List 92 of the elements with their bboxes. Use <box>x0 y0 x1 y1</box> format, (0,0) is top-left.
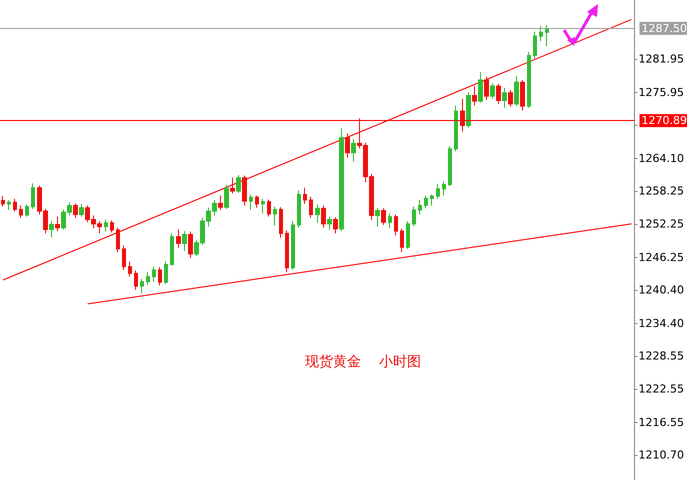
candlestick <box>321 205 326 228</box>
candlestick <box>104 218 108 232</box>
candlestick <box>140 278 144 294</box>
candlestick <box>466 92 471 128</box>
candlestick <box>545 24 549 47</box>
candlestick <box>73 202 78 218</box>
y-tick-label: 1222.55 <box>638 382 684 396</box>
candlestick <box>418 200 422 215</box>
candlestick <box>502 87 507 108</box>
candlestick <box>267 198 271 218</box>
ref-line-label: 1287.50 <box>642 22 687 35</box>
candlestick <box>448 146 452 187</box>
candlestick <box>496 83 501 104</box>
candlestick <box>134 270 138 290</box>
candlestick <box>533 31 537 60</box>
text: 现货黄金 小时图 <box>305 354 421 370</box>
candlestick <box>255 195 259 208</box>
candlestick <box>285 230 289 273</box>
candlestick <box>315 204 320 224</box>
candlestick <box>55 216 60 232</box>
candlestick <box>31 182 35 210</box>
candlestick <box>128 261 132 278</box>
candlestick <box>309 196 313 218</box>
y-tick-label: 1258.25 <box>638 184 684 198</box>
candlestick <box>25 204 29 218</box>
candlestick <box>388 212 392 229</box>
candlestick <box>400 228 404 253</box>
y-tick-label: 1264.10 <box>638 152 684 165</box>
candlestick <box>351 138 356 162</box>
candlestick <box>7 200 11 210</box>
candlestick <box>176 228 181 248</box>
candlestick <box>297 190 301 228</box>
candlestick <box>472 86 477 106</box>
candlestick <box>327 216 332 230</box>
candlestick <box>110 220 114 233</box>
y-tick-label: 1246.25 <box>638 251 684 264</box>
candlestick <box>339 128 344 232</box>
candlestick <box>460 98 465 132</box>
candlestick <box>375 207 380 228</box>
candlestick <box>412 206 416 227</box>
candlestick <box>164 261 168 284</box>
candlestick <box>454 105 458 152</box>
candlestick <box>490 82 495 100</box>
candlestick <box>79 203 84 218</box>
candlestick <box>430 194 434 206</box>
candlestick <box>333 216 338 234</box>
candlestick <box>484 76 489 100</box>
y-tick-label: 1275.95 <box>638 86 684 99</box>
candlestick <box>188 231 193 258</box>
candlestick <box>242 175 247 206</box>
candlestick <box>19 205 23 218</box>
candlestick <box>236 174 241 194</box>
candlestick <box>520 80 525 112</box>
candlestick <box>152 266 156 282</box>
candlestick <box>249 194 253 210</box>
candlestick <box>539 26 543 42</box>
candlestick <box>230 177 235 194</box>
candlestick <box>116 227 120 253</box>
candlestick <box>273 206 277 226</box>
candlestick <box>122 245 126 270</box>
candlestick <box>146 272 150 285</box>
candlestick <box>49 220 54 238</box>
y-tick-label: 1216.55 <box>638 416 684 429</box>
candlestick <box>279 206 283 238</box>
y-tick-label: 1252.25 <box>638 218 684 231</box>
y-tick-label: 1240.40 <box>638 284 684 296</box>
candlestick <box>406 220 410 250</box>
y-tick-label: 1210.70 <box>638 448 684 462</box>
ref-line-label: 1270.89 <box>642 114 687 128</box>
candlestick <box>158 266 162 286</box>
y-tick-label: 1281.95 <box>638 52 684 66</box>
candlestick <box>424 195 428 209</box>
candlestick <box>394 214 398 236</box>
candlestick <box>508 90 513 108</box>
candlestick <box>224 184 229 210</box>
candlestick <box>436 183 440 200</box>
candlestick <box>442 181 446 196</box>
candlestick <box>381 208 386 226</box>
y-tick-label: 1234.40 <box>638 316 684 330</box>
candlestick <box>303 187 307 204</box>
candlestick <box>345 132 350 158</box>
candlestick <box>1 196 5 208</box>
candlestick <box>478 72 483 104</box>
candlestick <box>514 76 519 107</box>
candlestick <box>170 232 174 266</box>
candlestick <box>527 51 531 108</box>
candlestick <box>13 198 17 212</box>
y-tick-label: 1228.55 <box>638 349 684 362</box>
candlestick <box>218 195 223 210</box>
candlestick <box>182 230 187 252</box>
candlestick <box>291 220 295 270</box>
candlestick <box>261 198 265 214</box>
